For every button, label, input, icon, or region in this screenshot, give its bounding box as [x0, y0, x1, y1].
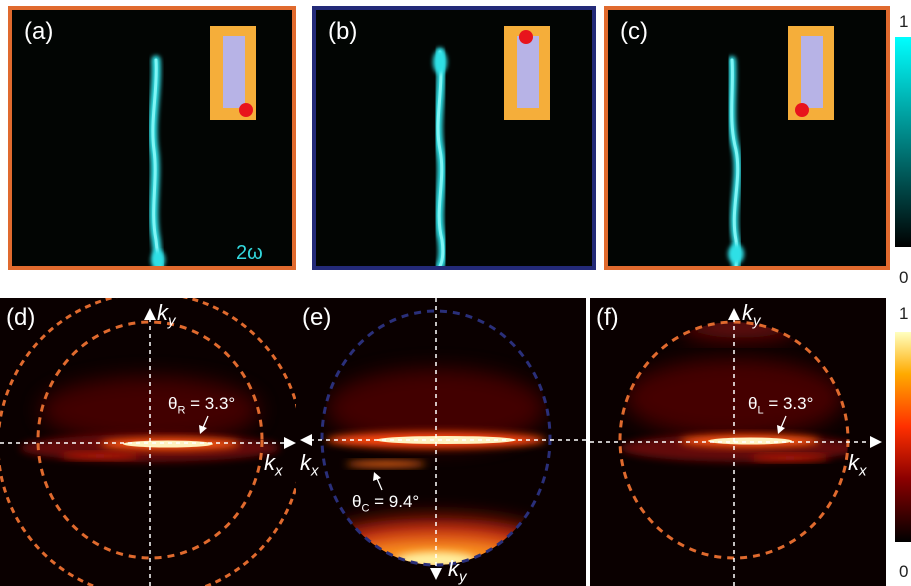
angle-label-d: θR = 3.3° [168, 394, 236, 417]
shg-image-a [148, 55, 165, 266]
position-dot [519, 30, 533, 44]
ky-arrow-icon [144, 308, 156, 320]
panel-label-d: (d) [6, 304, 36, 331]
kx-arrow-icon [284, 437, 296, 449]
angle-label-e: θC = 9.4° [352, 492, 420, 515]
kx-arrow-icon [300, 434, 312, 446]
ky-label-f: ky [742, 300, 761, 330]
kx-label-d: kx [264, 450, 283, 480]
inset-a [210, 26, 256, 120]
kx-label-e: kx [300, 450, 319, 480]
colorbar-top-max: 1 [899, 12, 909, 31]
inset-b [504, 26, 550, 120]
colorbar-bottom-max: 1 [899, 304, 909, 323]
colorbar-top-min: 0 [899, 268, 909, 287]
panel-c: (c) [604, 6, 890, 270]
panel-label-f: (f) [596, 304, 619, 331]
ky-label-d: ky [157, 300, 176, 330]
panel-f: (f) ky kx θL = 3.3° [590, 298, 886, 586]
panel-d: (d) ky kx θR = 3.3° [0, 298, 298, 586]
colorbar-cyan [895, 37, 911, 247]
panel-label-e: (e) [302, 304, 332, 331]
shg-image-b [433, 47, 448, 266]
ky-arrow-icon [430, 568, 442, 580]
kspace-image-f [590, 308, 882, 586]
position-dot [239, 103, 253, 117]
position-dot [795, 103, 809, 117]
shg-image-c [727, 56, 744, 266]
panel-label-b: (b) [328, 18, 358, 45]
kx-label-f: kx [848, 450, 867, 480]
kspace-image-e [300, 298, 586, 580]
panel-b: (b) [312, 6, 596, 270]
reciprocal-circle [320, 309, 552, 567]
reciprocal-circle [36, 320, 264, 560]
ky-arrow-icon [728, 308, 740, 320]
angle-label-f: θL = 3.3° [748, 394, 814, 417]
ky-label-e: ky [448, 556, 467, 586]
frequency-label: 2ω [236, 242, 263, 264]
kx-arrow-icon [870, 436, 882, 448]
panel-a: (a) 2ω [8, 6, 296, 270]
kspace-image-d [0, 298, 298, 586]
panel-label-a: (a) [24, 18, 54, 45]
panel-label-c: (c) [620, 18, 648, 45]
colorbar-bottom-min: 0 [899, 562, 909, 581]
colorbar-hot [895, 332, 911, 542]
inset-c [788, 26, 834, 120]
panel-e: (e) ky kx θC = 9.4° [296, 298, 586, 586]
